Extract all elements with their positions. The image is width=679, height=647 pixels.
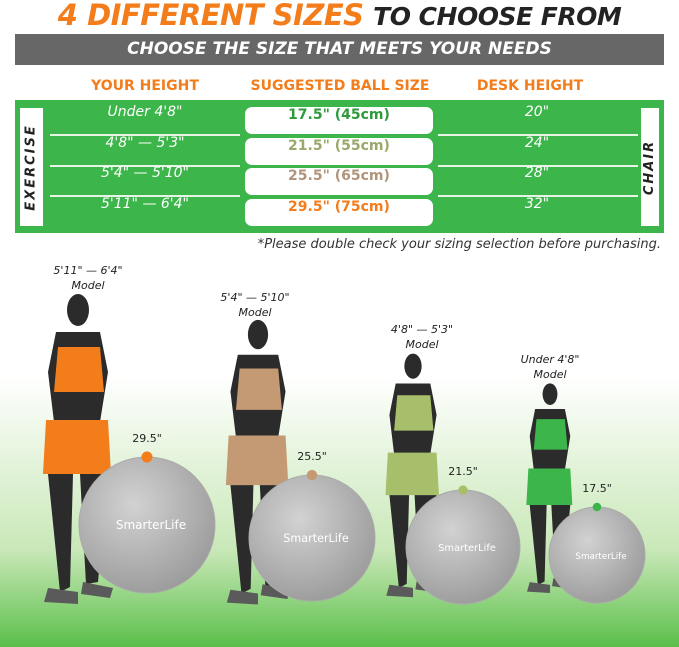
desk-height-cell: 20" xyxy=(524,104,550,120)
brand-logo: SmarterLife xyxy=(283,532,349,545)
model-figure: SmarterLife xyxy=(385,353,521,605)
height-cell: 4'8" — 5'3" xyxy=(105,134,185,151)
desk-height-cell: 32" xyxy=(524,195,550,212)
row-divider xyxy=(438,195,638,197)
row-divider xyxy=(50,164,240,167)
head xyxy=(542,383,558,405)
model-height-range: 5'11" — 6'4" xyxy=(53,264,123,277)
leg xyxy=(48,474,73,592)
table-row: 5'4" — 5'10" 25.5" (65cm) 28" xyxy=(15,165,664,197)
header-height: YOUR HEIGHT xyxy=(91,78,199,94)
brand-logo: SmarterLife xyxy=(575,552,626,562)
subtitle-bar: CHOOSE THE SIZE THAT MEETS YOUR NEEDS xyxy=(15,34,664,65)
ball-size-label: 21.5" xyxy=(448,465,478,478)
top xyxy=(394,395,434,431)
model-figure: SmarterLife xyxy=(225,319,376,605)
ball-valve-dot xyxy=(592,502,602,512)
top xyxy=(533,419,568,450)
desk-height-cell: 24" xyxy=(524,134,550,151)
chair-label: CHAIR xyxy=(641,108,659,226)
row-divider xyxy=(438,164,638,167)
leg xyxy=(230,485,254,594)
ball-size-label: 17.5" xyxy=(582,482,612,495)
desk-height-cell: 28" xyxy=(524,165,550,181)
models-illustration: SmarterLife SmarterLife SmarterLife Smar… xyxy=(0,258,679,647)
shoe xyxy=(226,589,258,605)
head xyxy=(67,294,89,326)
exercise-label: EXERCISE xyxy=(20,108,43,226)
shoe xyxy=(260,584,291,599)
model-label: 5'11" — 6'4" Model xyxy=(33,263,143,293)
table-row: Under 4'8" 17.5" (45cm) 20" xyxy=(15,104,664,136)
size-table: EXERCISE CHAIR Under 4'8" 17.5" (45cm) 2… xyxy=(15,100,664,233)
model-height-range: 4'8" — 5'3" xyxy=(390,323,454,336)
model-word: Model xyxy=(405,338,439,351)
footnote: *Please double check your sizing selecti… xyxy=(257,237,661,252)
model-word: Model xyxy=(71,279,105,292)
model-height-range: Under 4'8" xyxy=(520,353,580,366)
shorts xyxy=(526,468,573,506)
height-cell: 5'11" — 6'4" xyxy=(100,195,189,212)
model-height-range: 5'4" — 5'10" xyxy=(220,291,290,304)
brand-logo: SmarterLife xyxy=(438,543,496,554)
model-word: Model xyxy=(238,306,272,319)
shoe xyxy=(44,588,78,604)
shoe xyxy=(81,582,113,598)
ball-valve-dot xyxy=(141,451,153,463)
row-divider xyxy=(50,134,240,136)
table-row: 5'11" — 6'4" 29.5" (75cm) 32" xyxy=(15,196,664,226)
row-divider xyxy=(438,134,638,136)
model-label: 4'8" — 5'3" Model xyxy=(367,322,477,352)
ball-size-cell: 21.5" (55cm) xyxy=(245,137,433,165)
height-cell: 5'4" — 5'10" xyxy=(100,165,189,181)
ball-valve-dot xyxy=(458,485,468,495)
leg xyxy=(389,495,410,588)
header-ball: SUGGESTED BALL SIZE xyxy=(250,78,430,94)
shorts xyxy=(43,420,111,474)
model-word: Model xyxy=(533,368,567,381)
model-figure: SmarterLife xyxy=(43,294,216,604)
header-desk: DESK HEIGHT xyxy=(476,78,584,94)
row-divider xyxy=(50,195,240,197)
title-rest: TO CHOOSE FROM xyxy=(373,2,622,31)
shorts xyxy=(385,452,439,496)
shoe xyxy=(527,582,550,593)
page-title: 4 DIFFERENT SIZES TO CHOOSE FROM xyxy=(0,0,679,32)
title-highlight: 4 DIFFERENT SIZES xyxy=(57,0,364,32)
shoe xyxy=(386,584,413,598)
ball-size-label: 25.5" xyxy=(297,450,327,463)
leg xyxy=(529,505,547,585)
model-label: 5'4" — 5'10" Model xyxy=(200,290,310,320)
top xyxy=(54,347,104,392)
top xyxy=(235,368,282,410)
head xyxy=(247,319,269,350)
ball-size-cell: 25.5" (65cm) xyxy=(245,168,433,195)
height-cell: Under 4'8" xyxy=(107,104,183,120)
ball-size-cell: 29.5" (75cm) xyxy=(245,198,433,226)
model-figure: SmarterLife xyxy=(526,383,646,604)
table-row: 4'8" — 5'3" 21.5" (55cm) 24" xyxy=(15,134,664,167)
model-label: Under 4'8" Model xyxy=(495,352,605,382)
brand-logo: SmarterLife xyxy=(116,518,186,532)
ball-valve-dot xyxy=(306,469,318,481)
shorts xyxy=(225,435,289,486)
ball-size-label: 29.5" xyxy=(132,432,162,445)
ball-size-cell: 17.5" (45cm) xyxy=(245,107,433,134)
head xyxy=(404,353,422,379)
